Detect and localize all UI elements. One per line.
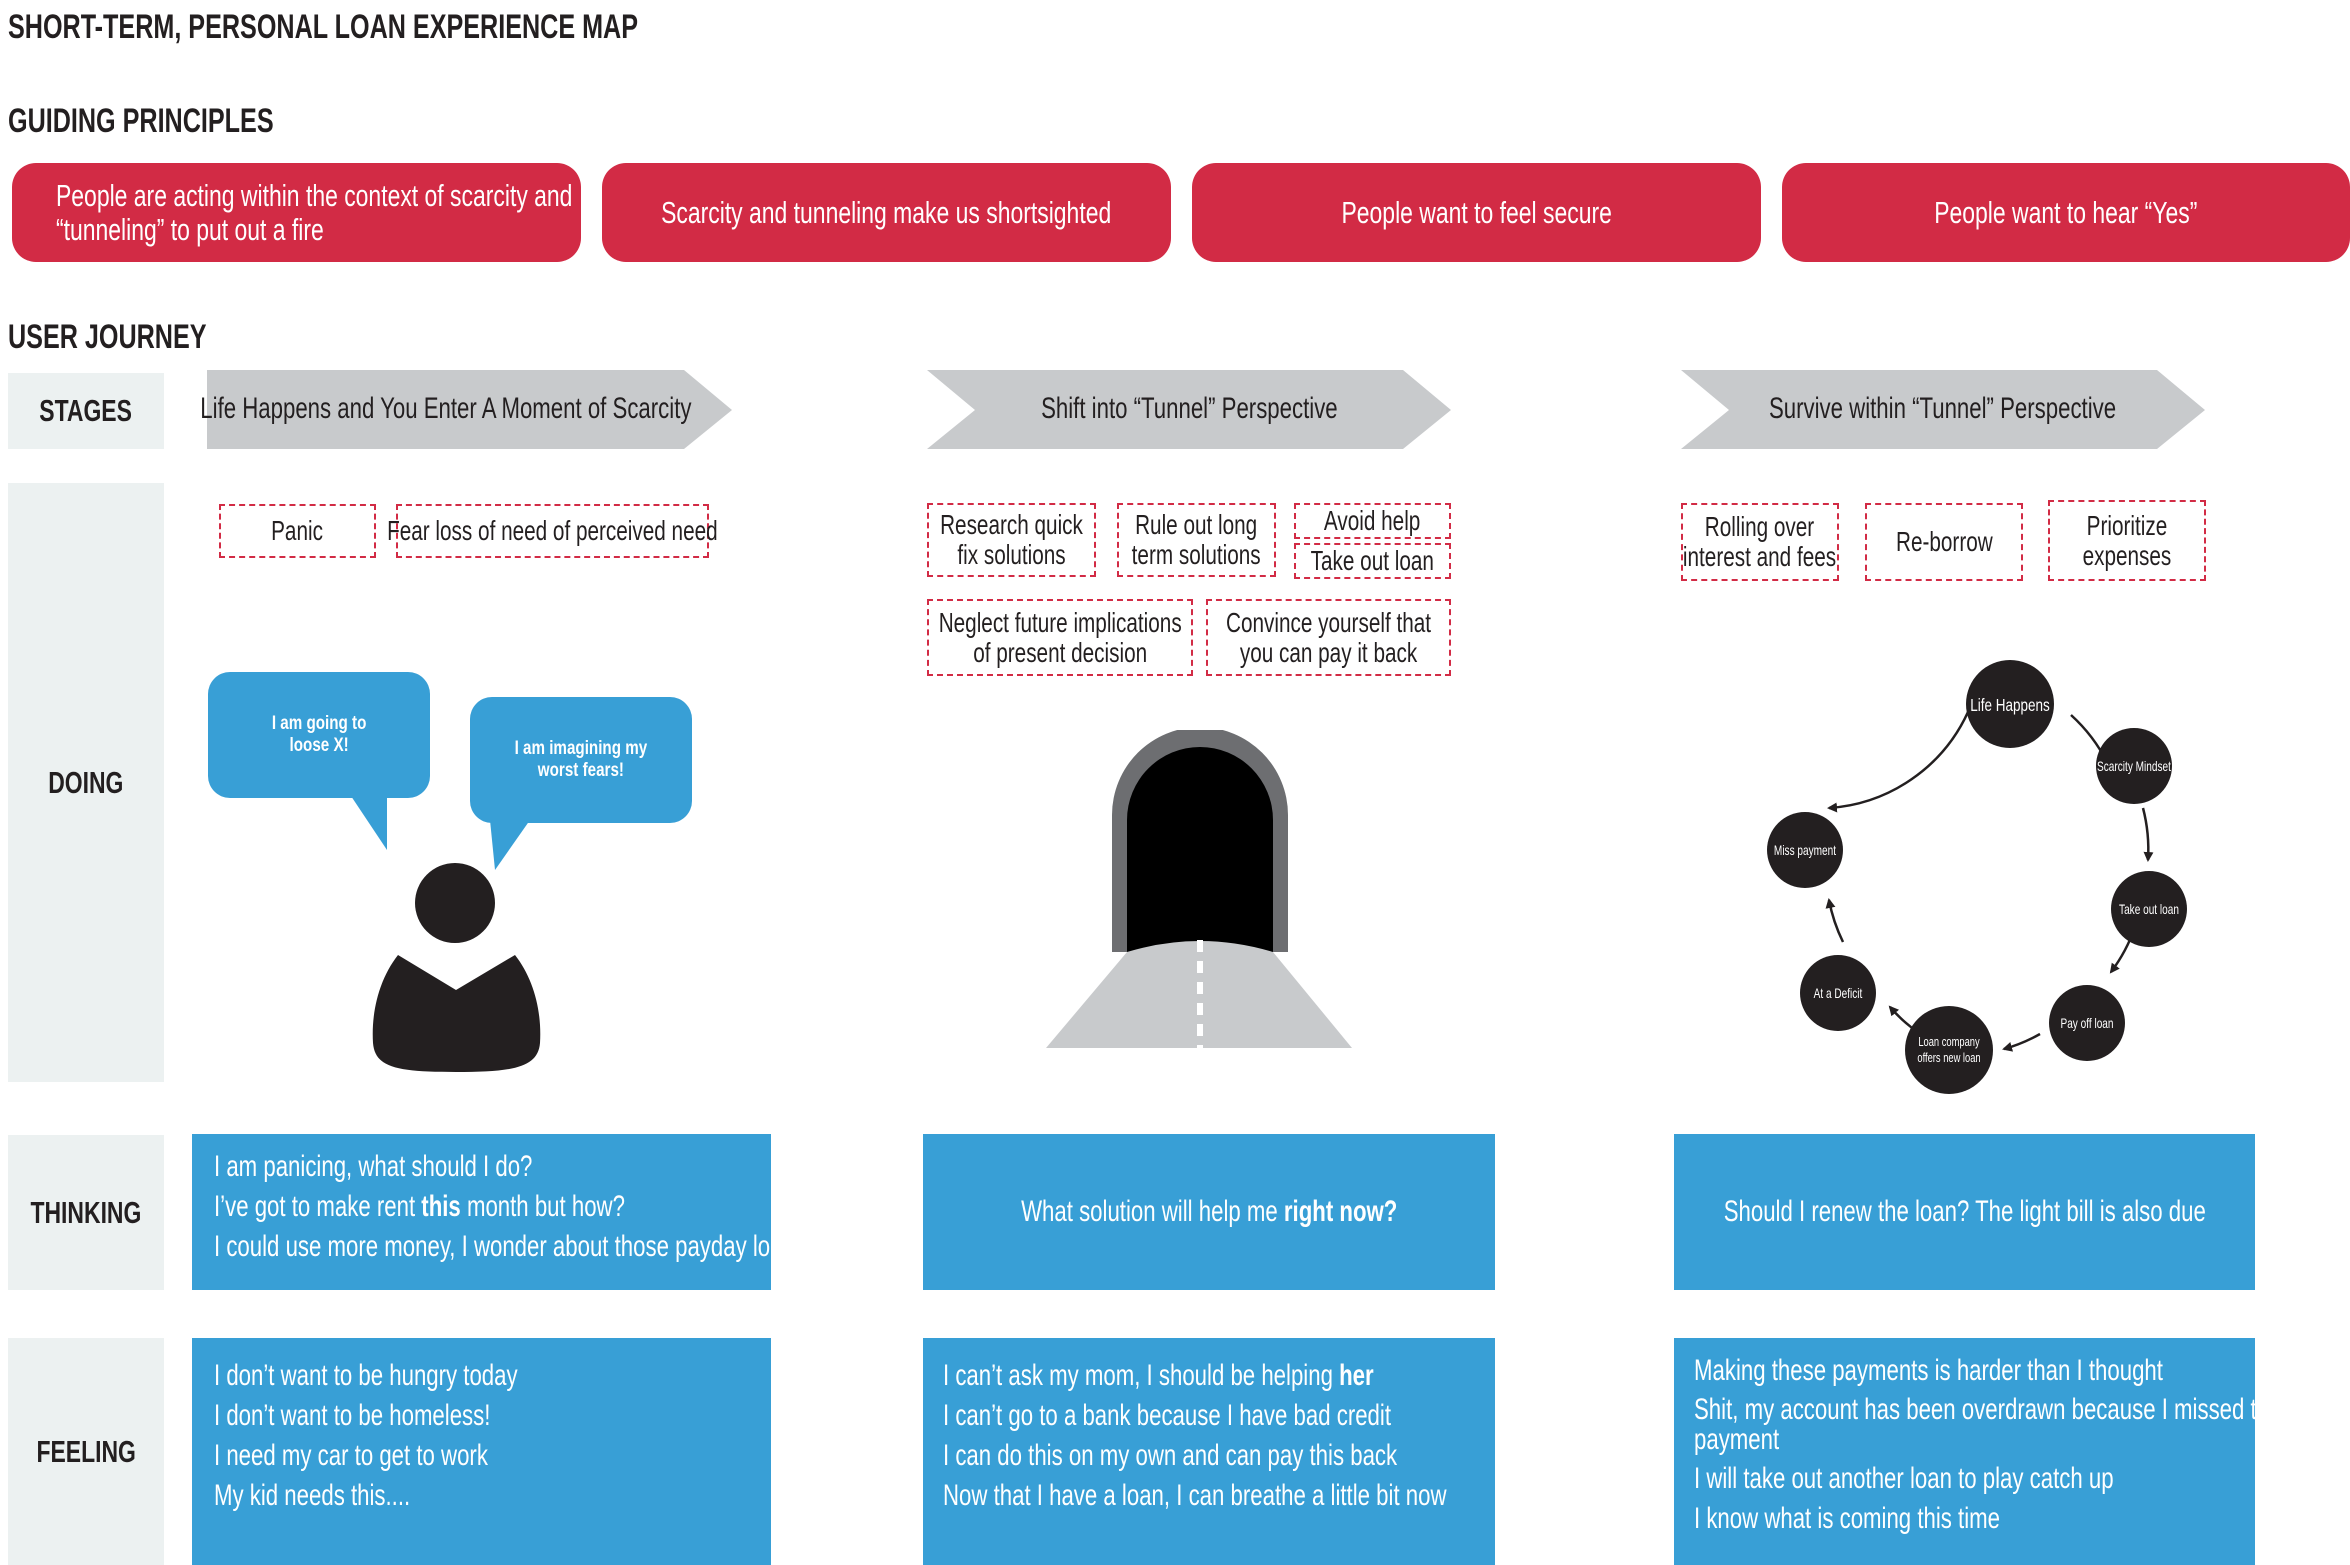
stage-arrow-2 <box>927 370 1451 449</box>
guiding-principles-heading: GUIDING PRINCIPLES <box>8 102 274 140</box>
principle-shortsighted: Scarcity and tunneling make us shortsigh… <box>602 163 1171 262</box>
doing-rule-out-long-term: Rule out long term solutions <box>1117 503 1276 577</box>
doing-fear-loss: Fear loss of need of perceived need <box>387 504 718 558</box>
speech-bubble-loose-x: I am going to loose X! <box>208 672 430 798</box>
stage-arrow-1 <box>207 370 732 449</box>
person-illustration <box>347 790 541 1072</box>
doing-take-out-loan: Take out loan <box>1294 543 1451 579</box>
feeling-line: I don’t want to be homeless! <box>214 1399 491 1432</box>
feeling-line: Shit, my account has been overdrawn beca… <box>1694 1393 2288 1426</box>
feeling-stage-1: I don’t want to be hungry today I don’t … <box>192 1338 771 1565</box>
cycle-arrow-7 <box>1825 898 1845 943</box>
doing-convince-yourself: Convince yourself that you can pay it bac… <box>1206 599 1451 676</box>
tunnel-illustration <box>1046 730 1352 1048</box>
cycle-label-at-a-deficit: At a Deficit <box>1814 985 1863 1001</box>
cycle-node-pay-off-loan <box>2049 985 2125 1061</box>
doing-rolling-over: Rolling over interest and fees <box>1681 503 1839 581</box>
row-label-feeling: FEELING <box>8 1338 164 1565</box>
principle-hear-yes: People want to hear “Yes” <box>1782 163 2350 262</box>
thinking-stage-3: Should I renew the loan? The light bill … <box>1674 1134 2255 1290</box>
cycle-node-life-happens <box>1966 660 2054 748</box>
tunnel-road <box>1046 952 1352 1048</box>
cycle-label-scarcity-mindset: Scarcity Mindset <box>2097 758 2171 774</box>
cycle-node-miss-payment <box>1767 812 1843 888</box>
thinking-line: I’ve got to make rent this month but how… <box>214 1190 625 1223</box>
bubble-tail-2 <box>490 820 530 870</box>
cycle-label-life-happens: Life Happens <box>1970 696 2050 715</box>
doing-avoid-help: Avoid help <box>1294 503 1451 539</box>
doing-re-borrow: Re-borrow <box>1865 503 2023 581</box>
principle-scarcity-context: People are acting within the context of … <box>12 163 581 262</box>
speech-bubble-worst-fears: I am imagining my worst fears! <box>470 697 692 823</box>
feeling-line: Now that I have a loan, I can breathe a … <box>943 1479 1447 1512</box>
bubble-tail-1 <box>347 790 387 850</box>
cycle-node-scarcity-mindset <box>2096 728 2172 804</box>
cycle-label-pay-off-loan: Pay off loan <box>2060 1015 2113 1031</box>
feeling-line: I can’t go to a bank because I have bad … <box>943 1399 1392 1432</box>
doing-research-quick-fix: Research quick fix solutions <box>927 503 1096 577</box>
doing-prioritize-expenses: Prioritize expenses <box>2048 500 2206 581</box>
feeling-line: I can’t ask my mom, I should be helping … <box>943 1359 1374 1392</box>
cycle-label-take-out-loan: Take out loan <box>2119 901 2179 917</box>
stage-arrows <box>207 370 2205 449</box>
tunnel-arch-inner <box>1127 747 1273 952</box>
cycle-node-at-a-deficit <box>1800 955 1876 1031</box>
person-head <box>415 863 495 943</box>
page-title: SHORT-TERM, PERSONAL LOAN EXPERIENCE MAP <box>8 8 639 46</box>
cycle-arrow-3 <box>2141 807 2154 862</box>
thinking-stage-1: I am panicing, what should I do? I’ve go… <box>192 1134 819 1290</box>
feeling-line: I will take out another loan to play cat… <box>1694 1462 2114 1495</box>
cycle-node-take-out-loan <box>2111 871 2187 947</box>
feeling-line: I know what is coming this time <box>1694 1502 2000 1535</box>
feeling-line: I don’t want to be hungry today <box>214 1359 518 1392</box>
feeling-line: I need my car to get to work <box>214 1439 488 1472</box>
cycle-arrow-5 <box>2002 1032 2041 1052</box>
principle-feel-secure: People want to feel secure <box>1192 163 1761 262</box>
row-label-stages: STAGES <box>8 373 164 449</box>
row-label-thinking: THINKING <box>8 1135 164 1290</box>
cycle-arrow-1 <box>1827 711 1970 813</box>
cycle-label-new-loan-1: Loan company <box>1918 1036 1980 1050</box>
cycle-label-miss-payment: Miss payment <box>1774 842 1837 858</box>
feeling-line: I can do this on my own and can pay this… <box>943 1439 1398 1472</box>
thinking-line: I am panicing, what should I do? <box>214 1150 533 1183</box>
doing-neglect-future: Neglect future implications of present de… <box>927 599 1193 676</box>
person-body <box>372 955 541 1072</box>
feeling-line: Making these payments is harder than I t… <box>1694 1354 2163 1387</box>
row-label-doing: DOING <box>8 483 164 1082</box>
stage-label-1: Life Happens and You Enter A Moment of S… <box>199 392 692 425</box>
user-journey-heading: USER JOURNEY <box>8 318 207 356</box>
stage-arrow-3 <box>1681 370 2205 449</box>
feeling-stage-3: Making these payments is harder than I t… <box>1674 1338 2288 1565</box>
thinking-line: I could use more money, I wonder about t… <box>214 1230 819 1263</box>
cycle-label-new-loan-2: offers new loan <box>1917 1052 1980 1066</box>
thinking-stage-2: What solution will help me right now? <box>923 1134 1495 1290</box>
stage-label-2: Shift into “Tunnel” Perspective <box>1040 392 1338 425</box>
stage-label-3: Survive within “Tunnel” Perspective <box>1769 392 2117 425</box>
feeling-line: My kid needs this.... <box>214 1479 411 1512</box>
feeling-line: payment <box>1694 1423 1780 1456</box>
doing-panic: Panic <box>219 504 376 558</box>
feeling-stage-2: I can’t ask my mom, I should be helping … <box>923 1338 1495 1565</box>
cycle-node-new-loan <box>1905 1006 1993 1094</box>
loan-cycle-diagram: Life Happens Scarcity Mindset Take out l… <box>1767 660 2187 1094</box>
